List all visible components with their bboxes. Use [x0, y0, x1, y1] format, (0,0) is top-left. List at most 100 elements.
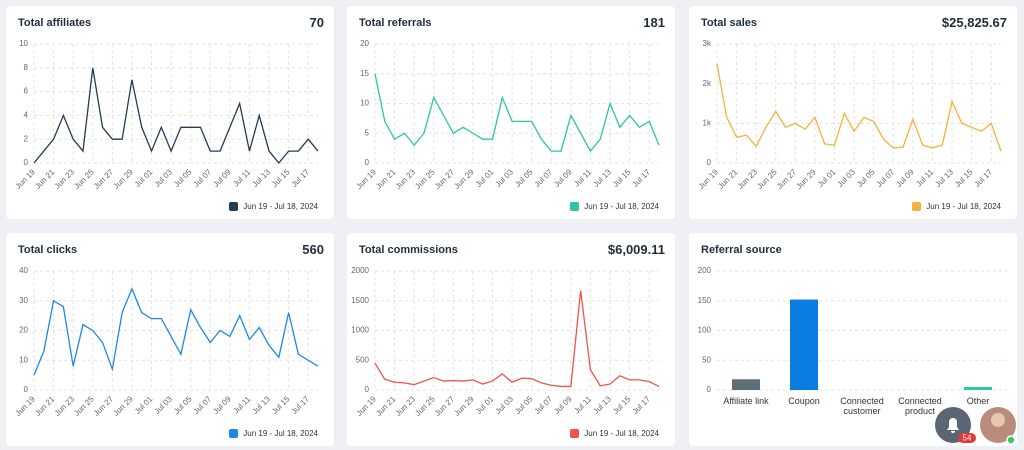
x-tick-label: Jun 23 [394, 394, 418, 418]
y-tick-label: 15 [360, 69, 369, 78]
y-tick-label: 500 [356, 355, 370, 364]
x-tick-label: Jun 29 [452, 167, 476, 191]
x-tick-label: Jul 09 [552, 394, 574, 416]
x-tick-label: Jul 11 [914, 167, 935, 188]
bar [964, 387, 992, 390]
line [374, 73, 660, 153]
legend-swatch [570, 429, 580, 438]
x-tick-label: Jun 29 [111, 394, 135, 418]
x-tick-label: Jul 01 [133, 394, 155, 416]
card-title: Total sales [701, 17, 758, 29]
y-tick-label: 200 [698, 266, 712, 275]
x-tick-label: Jun 29 [794, 167, 818, 191]
y-tick-label: 0 [707, 385, 712, 394]
x-tick-label: Jun 27 [92, 394, 116, 418]
y-tick-label: 3k [703, 39, 712, 48]
legend: Jun 19 - Jul 18, 2024 [229, 202, 318, 211]
card-total: $25,825.67 [941, 15, 1007, 30]
x-tick-label: Jul 17 [631, 167, 653, 189]
x-tick-label: Jul 05 [513, 394, 535, 416]
y-tick-label: 40 [19, 266, 28, 275]
card-title: Total affiliates [18, 17, 92, 29]
card-title: Total commissions [359, 244, 458, 256]
x-tick-label: Jul 09 [552, 167, 574, 189]
x-tick-label: Jun 27 [433, 167, 457, 191]
x-tick-label: Jul 07 [533, 167, 555, 189]
x-tick-label: Jun 21 [374, 167, 398, 191]
card: Total affiliates 70 0 2 4 6 8 10 Jun 19 Jun 21 Jun… [6, 6, 334, 219]
x-tick-label: Jul 13 [591, 167, 613, 189]
x-tick-label: Jul 11 [572, 394, 593, 415]
y-tick-label: 10 [360, 99, 369, 108]
x-tick-label: Jun 21 [33, 394, 57, 418]
plot: 0 50 100 150 200 [698, 266, 1007, 394]
x-tick-label: Jul 15 [953, 167, 975, 189]
x-tick-label: Jul 07 [192, 167, 214, 189]
x-tick-label: Jun 23 [394, 167, 418, 191]
x-tick-label: Jul 15 [270, 394, 292, 416]
x-tick-label: Jun 21 [374, 394, 398, 418]
legend: Jun 19 - Jul 18, 2024 [229, 429, 318, 438]
y-tick-label: 150 [698, 296, 712, 305]
x-tick-label: Jun 25 [413, 394, 437, 418]
y-tick-label: 10 [19, 39, 28, 48]
x-tick-label: Jul 09 [211, 394, 233, 416]
x-tick-label: Jul 03 [153, 167, 175, 189]
card: Total sales $25,825.67 0 1k 2k 3k Jun 19 Jun 21… [689, 6, 1017, 219]
x-tick-label: Connected customer [840, 396, 884, 416]
card-title: Total clicks [18, 244, 78, 256]
x-tick-label: Jul 07 [875, 167, 897, 189]
x-tick-label: Jun 19 [14, 394, 38, 418]
card-total: $6,009.11 [607, 242, 665, 257]
y-tick-label: 8 [24, 63, 29, 72]
card: Total commissions $6,009.11 0 500 1000 1500 20… [347, 233, 675, 446]
card: Total clicks 560 0 10 20 30 40 Jun 19 Jun 21 Jun … [6, 233, 334, 446]
x-tick-label: Jul 17 [631, 394, 653, 416]
x-tick-label: Jul 09 [894, 167, 916, 189]
x-tick-label: Jun 21 [33, 167, 57, 191]
badge-count: 54 [963, 434, 972, 443]
line [374, 290, 660, 388]
x-tick-label: Jun 25 [72, 167, 96, 191]
card-total: 70 [309, 15, 324, 30]
y-tick-label: 4 [24, 111, 29, 120]
line [33, 67, 319, 165]
x-tick-label: Jul 17 [290, 394, 312, 416]
card-title: Total referrals [359, 17, 432, 29]
legend-swatch [229, 429, 239, 438]
x-tick-label: Jun 19 [697, 167, 721, 191]
x-tick-label: Jul 07 [192, 394, 214, 416]
x-tick-label: Jun 27 [92, 167, 116, 191]
y-tick-label: 100 [698, 326, 712, 335]
y-tick-label: 50 [702, 355, 711, 364]
card-total: 560 [302, 242, 324, 257]
x-tick-label: Jul 11 [231, 394, 252, 415]
legend-swatch [570, 202, 580, 211]
x-tick-label: Jul 01 [474, 167, 496, 189]
x-tick-label: Jul 07 [533, 394, 555, 416]
corner-widgets: 54 [935, 407, 1016, 445]
x-tick-label: Jun 23 [53, 167, 77, 191]
x-tick-label: Jul 03 [836, 167, 858, 189]
x-tick-label: Jun 21 [716, 167, 740, 191]
x-tick-label: Jul 11 [231, 167, 252, 188]
x-tick-label: Jul 05 [855, 167, 877, 189]
y-tick-label: 0 [24, 158, 29, 167]
y-tick-label: 1000 [351, 326, 369, 335]
y-tick-label: 0 [365, 158, 370, 167]
y-tick-label: 10 [19, 355, 28, 364]
x-tick-label: Jul 09 [211, 167, 233, 189]
y-tick-label: 2k [703, 79, 712, 88]
x-tick-label: Jun 27 [775, 167, 799, 191]
legend-label: Jun 19 - Jul 18, 2024 [243, 429, 318, 438]
x-tick-label: Jul 15 [611, 167, 633, 189]
card-total: 181 [643, 15, 665, 30]
x-tick-label: Jul 01 [133, 167, 155, 189]
y-tick-label: 2000 [351, 266, 369, 275]
